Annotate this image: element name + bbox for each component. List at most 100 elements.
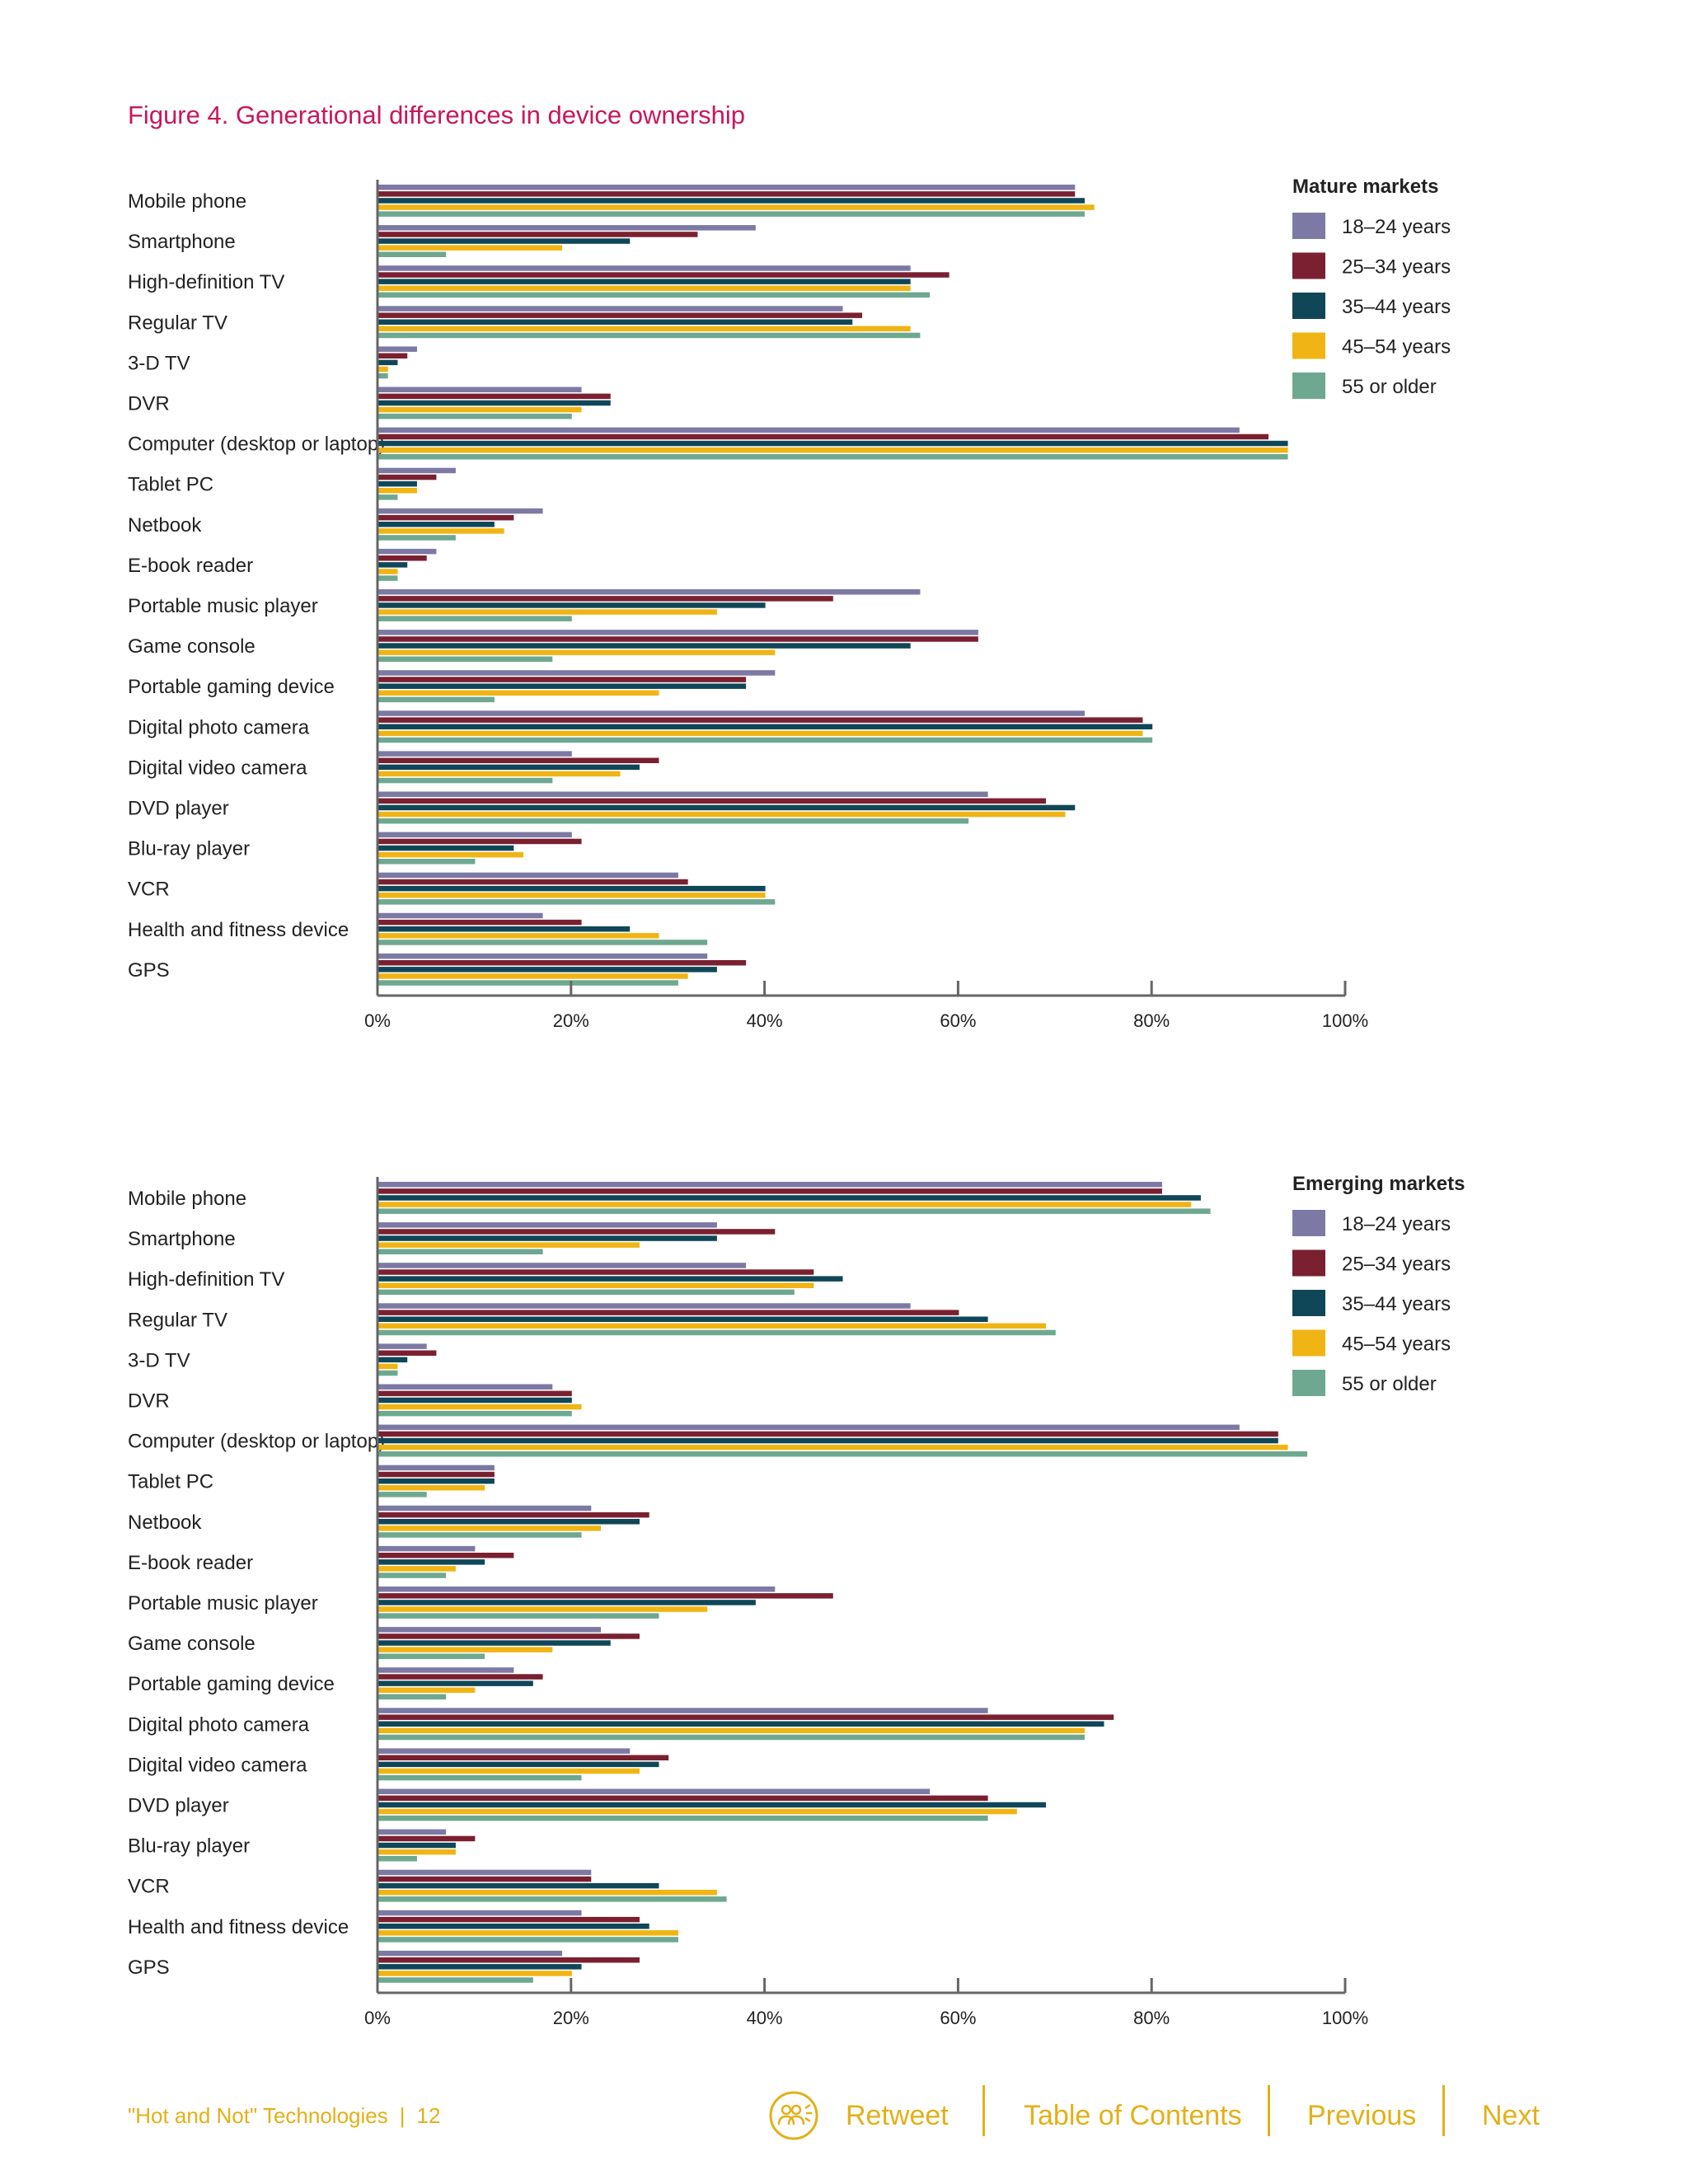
retweet-link[interactable]: Retweet — [846, 2100, 949, 2131]
bar — [378, 1748, 631, 1754]
bar — [378, 1856, 417, 1862]
bar — [378, 885, 766, 892]
legend-label: 35–44 years — [1342, 296, 1451, 318]
nav-divider — [982, 2085, 985, 2136]
bar — [378, 575, 398, 581]
bar — [378, 1727, 1085, 1734]
bar — [378, 366, 388, 373]
bar — [378, 1249, 543, 1254]
category-label: Digital photo camera — [128, 716, 310, 738]
bar — [378, 1842, 456, 1849]
bar — [378, 1559, 485, 1565]
category-label: GPS — [128, 1957, 170, 1979]
legend-label: 18–24 years — [1342, 1213, 1451, 1235]
bar — [378, 859, 476, 865]
category-label: Smartphone — [128, 231, 236, 253]
bar — [378, 1437, 1278, 1444]
bar — [378, 1593, 833, 1599]
category-label: Tablet PC — [128, 474, 213, 496]
bar — [378, 636, 978, 642]
category-label: VCR — [128, 1876, 170, 1898]
legend-title: Emerging markets — [1292, 1173, 1465, 1195]
bar — [378, 225, 756, 231]
legend-swatch — [1292, 1249, 1325, 1277]
bar — [378, 804, 1076, 811]
bar — [378, 1235, 717, 1241]
bar — [378, 1606, 708, 1612]
bar — [378, 245, 563, 251]
category-label: GPS — [128, 959, 170, 982]
bar — [378, 1511, 649, 1518]
bar — [378, 1431, 1278, 1437]
legend-swatch — [1292, 1210, 1325, 1236]
bar — [378, 279, 911, 284]
footer-document-info: "Hot and Not" Technologies | 12 — [128, 2103, 440, 2129]
bar — [378, 528, 504, 534]
footer: "Hot and Not" Technologies | 12 Retweet Ta… — [0, 2085, 1688, 2151]
bar — [378, 1276, 843, 1282]
bar — [378, 1526, 602, 1531]
x-tick-label: 100% — [1322, 2008, 1368, 2028]
bar — [378, 1485, 485, 1491]
bar — [378, 1815, 988, 1821]
bar — [378, 926, 631, 932]
bar — [378, 447, 1288, 453]
x-tick-label: 20% — [553, 2008, 589, 2028]
people-icon[interactable] — [768, 2090, 819, 2141]
legend-label: 55 or older — [1342, 376, 1437, 398]
next-link[interactable]: Next — [1482, 2100, 1540, 2131]
bar — [378, 1188, 1162, 1194]
bar — [378, 710, 1085, 716]
bar — [378, 1977, 533, 1983]
bar — [378, 1890, 717, 1896]
category-label: Game console — [128, 635, 256, 658]
bar — [378, 319, 853, 325]
category-label: Digital photo camera — [128, 1713, 310, 1736]
bar — [378, 1282, 814, 1288]
x-tick-label: 60% — [940, 1010, 976, 1031]
bar — [378, 400, 611, 406]
bar — [378, 649, 776, 655]
bar — [378, 1896, 727, 1902]
bar — [378, 1471, 495, 1478]
bar — [378, 1572, 447, 1578]
category-label: Regular TV — [128, 1309, 227, 1331]
legend-swatch — [1292, 293, 1325, 319]
legend-title: Mature markets — [1292, 176, 1438, 198]
bar — [378, 771, 621, 777]
table-of-contents-link[interactable]: Table of Contents — [1024, 2100, 1242, 2131]
bar — [378, 413, 572, 419]
bar — [378, 211, 1085, 217]
category-label: Regular TV — [128, 312, 227, 334]
bar — [378, 1242, 640, 1248]
bar — [378, 1674, 543, 1680]
bar — [378, 724, 1153, 729]
bar — [378, 643, 911, 649]
bar — [378, 1566, 456, 1572]
nav-divider — [1268, 2085, 1270, 2136]
bar — [378, 535, 456, 541]
bar — [378, 191, 1076, 197]
previous-link[interactable]: Previous — [1307, 2100, 1417, 2131]
legend-label: 18–24 years — [1342, 216, 1451, 238]
bar — [378, 751, 572, 757]
bar — [378, 454, 1288, 460]
category-label: High-definition TV — [128, 271, 284, 293]
bar — [378, 1505, 592, 1511]
legend-swatch — [1292, 332, 1325, 359]
bar — [378, 1633, 640, 1639]
bar — [378, 838, 582, 845]
bar — [378, 851, 524, 858]
bar — [378, 1808, 1017, 1815]
category-label: Tablet PC — [128, 1471, 213, 1493]
x-tick-label: 40% — [747, 1010, 783, 1031]
category-label: DVD player — [128, 1795, 229, 1817]
bar — [378, 893, 766, 898]
bar — [378, 872, 678, 879]
bar — [378, 292, 931, 298]
bar — [378, 589, 921, 595]
category-label: VCR — [128, 879, 170, 901]
bar — [378, 373, 388, 379]
category-label: Digital video camera — [128, 757, 307, 779]
bar — [378, 696, 495, 703]
